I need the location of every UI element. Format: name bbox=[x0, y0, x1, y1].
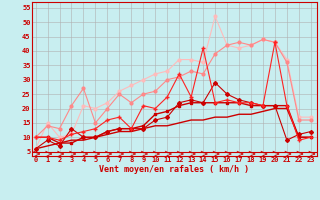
X-axis label: Vent moyen/en rafales ( km/h ): Vent moyen/en rafales ( km/h ) bbox=[100, 165, 249, 174]
